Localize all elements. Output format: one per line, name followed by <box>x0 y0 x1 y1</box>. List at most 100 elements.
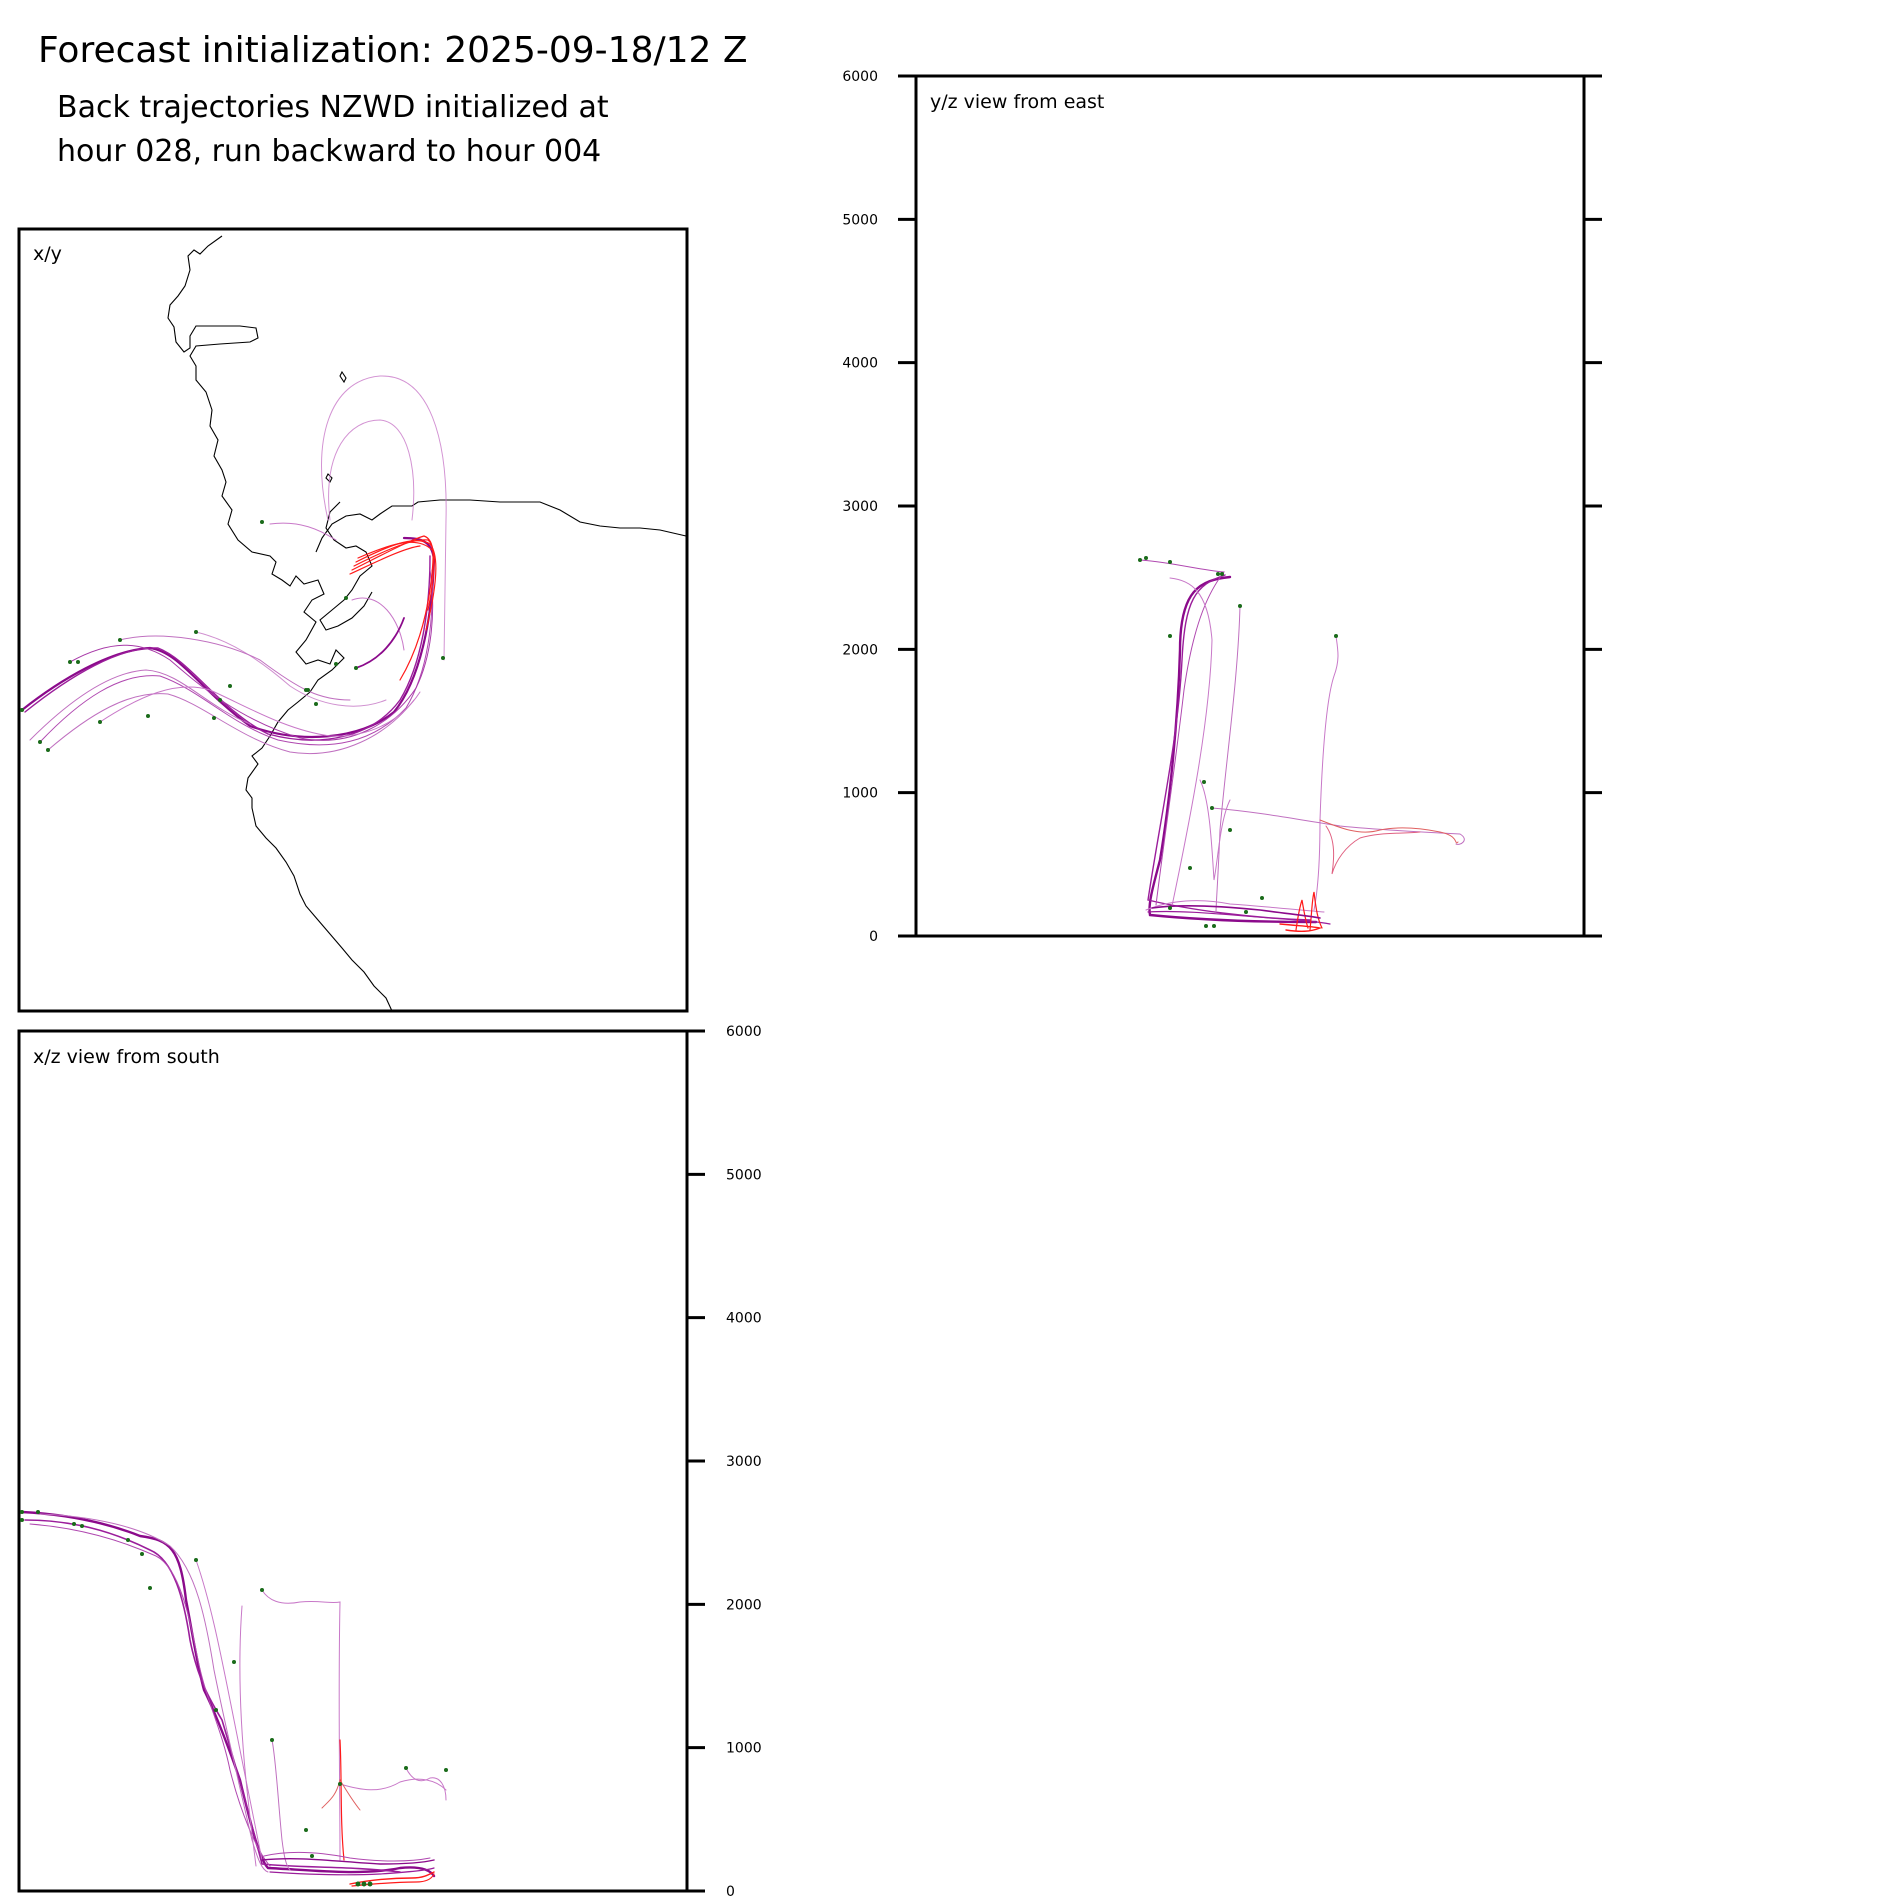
xy-traj-3 <box>39 569 433 746</box>
xy-marker <box>118 638 122 642</box>
xz-traj-8 <box>271 1739 291 1871</box>
xy-traj-14 <box>353 539 435 611</box>
altitude-tick-label: 4000 <box>726 1311 762 1327</box>
xz-marker <box>355 1881 361 1887</box>
page-title: Forecast initialization: 2025-09-18/12 Z <box>38 30 748 71</box>
xz-traj-12 <box>339 1739 345 1861</box>
yz-traj-4 <box>1169 577 1213 907</box>
xy-panel-frame <box>17 227 689 1013</box>
xz-marker <box>36 1510 40 1514</box>
xy-traj-17 <box>349 545 421 575</box>
xz-traj-16 <box>263 1851 431 1862</box>
xz-marker <box>148 1586 152 1590</box>
xy-traj-2 <box>24 555 431 741</box>
xy-marker <box>38 740 42 744</box>
altitude-tick-label: 2000 <box>726 1597 762 1613</box>
island-small <box>325 473 333 483</box>
altitude-tick-label: 0 <box>869 929 878 945</box>
yz-traj-8 <box>1319 819 1459 844</box>
xz-marker <box>72 1522 76 1526</box>
yz-traj-3 <box>1139 559 1225 906</box>
xz-panel-label: x/z view from south <box>33 1046 220 1068</box>
xz-marker <box>126 1538 130 1542</box>
altitude-tick-label: 1000 <box>842 786 878 802</box>
xy-traj-8 <box>195 631 387 707</box>
xz-traj-10 <box>405 1767 447 1801</box>
xy-marker <box>218 698 222 702</box>
yz-traj-9 <box>1325 825 1421 875</box>
coastline-west <box>167 235 393 1012</box>
xy-marker <box>228 684 232 688</box>
altitude-tick-label: 0 <box>726 1884 735 1900</box>
yz-marker <box>1138 558 1142 562</box>
xy-traj-16 <box>357 541 433 559</box>
yz-traj-13 <box>1279 923 1323 933</box>
xy-marker <box>98 720 102 724</box>
yz-traj-6 <box>1313 635 1339 911</box>
yz-marker <box>1202 780 1206 784</box>
xz-marker <box>444 1768 448 1772</box>
xy-panel: x/y <box>17 227 689 1013</box>
xz-traj-7 <box>239 1605 257 1867</box>
xz-panel-frame <box>17 1029 689 1893</box>
xz-marker <box>20 1518 24 1522</box>
xy-marker <box>46 748 50 752</box>
xy-marker <box>146 714 150 718</box>
yz-marker <box>1168 634 1172 638</box>
yz-panel: y/z view from east 0 1000 2000 3000 4000 5000… <box>842 69 1602 945</box>
yz-marker <box>1244 910 1248 914</box>
yz-marker <box>1188 866 1192 870</box>
xz-marker <box>80 1524 84 1528</box>
xz-marker <box>140 1552 144 1556</box>
xy-traj-11 <box>269 522 337 541</box>
island <box>339 370 347 384</box>
yz-traj-16 <box>1151 905 1321 919</box>
yz-traj-7 <box>1211 807 1465 845</box>
xy-traj-9 <box>119 635 351 701</box>
xy-traj-loop-1 <box>321 375 447 661</box>
yz-marker <box>1204 924 1208 928</box>
xy-marker <box>354 666 358 670</box>
yz-marker <box>1210 806 1214 810</box>
xy-traj-15 <box>355 540 437 631</box>
xz-marker <box>404 1766 408 1770</box>
altitude-tick-label: 6000 <box>726 1024 762 1040</box>
xz-traj-11 <box>321 1778 361 1811</box>
altitude-tick-label: 4000 <box>842 356 878 372</box>
page-subtitle: Back trajectories NZWD initialized at ho… <box>57 86 609 174</box>
xz-marker <box>310 1854 314 1858</box>
xz-traj-1 <box>20 1510 436 1878</box>
xy-traj-6 <box>69 569 434 741</box>
xz-traj-3 <box>29 1523 271 1867</box>
xy-marker <box>212 716 216 720</box>
xz-marker <box>270 1738 274 1742</box>
yz-marker <box>1216 572 1220 576</box>
xz-marker <box>361 1881 367 1887</box>
xy-marker <box>20 708 24 712</box>
yz-traj-14 <box>1309 891 1323 931</box>
xz-traj-17 <box>269 1867 435 1876</box>
yz-marker <box>1168 560 1172 564</box>
xy-marker <box>306 688 310 692</box>
xz-traj-15 <box>261 1857 435 1865</box>
yz-marker <box>1228 828 1232 832</box>
xy-traj-12 <box>355 617 405 669</box>
xz-traj-5 <box>195 1559 263 1861</box>
xy-trajectories <box>20 375 447 754</box>
xy-marker <box>260 520 264 524</box>
xy-start-markers <box>20 520 445 752</box>
yz-trajectories <box>1139 559 1465 933</box>
xy-marker <box>76 660 80 664</box>
xy-traj-7 <box>99 686 421 737</box>
yz-traj-10 <box>1199 779 1231 881</box>
xz-marker <box>338 1782 342 1786</box>
xz-start-markers <box>20 1510 448 1887</box>
xz-marker <box>367 1881 373 1887</box>
xz-traj-13 <box>349 1871 435 1885</box>
yz-start-markers <box>1138 556 1338 928</box>
yz-marker <box>1212 924 1216 928</box>
altitude-tick-label: 5000 <box>842 212 878 228</box>
yz-marker <box>1334 634 1338 638</box>
altitude-tick-label: 1000 <box>726 1741 762 1757</box>
altitude-tick-label: 3000 <box>842 499 878 515</box>
